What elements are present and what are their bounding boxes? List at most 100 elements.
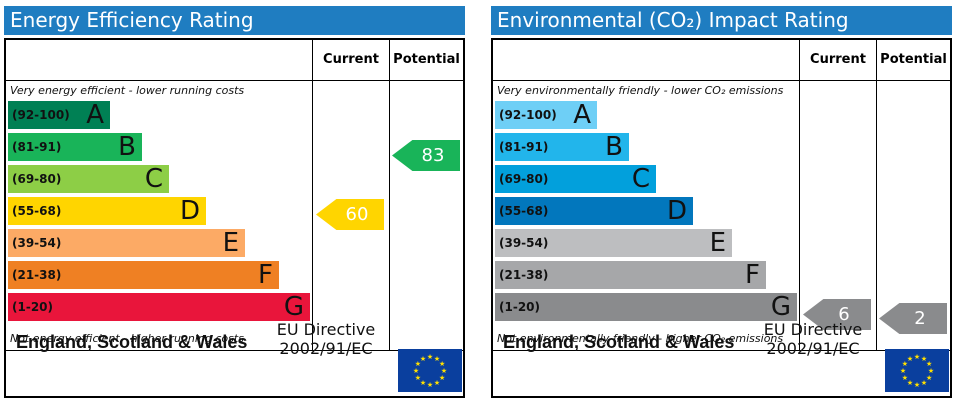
band-letter: C xyxy=(631,164,650,194)
band-letter: B xyxy=(605,132,623,162)
rating-band-d: (55-68) D xyxy=(8,197,206,225)
eu-star-icon: ★ xyxy=(441,367,447,375)
potential-rating-value: 2 xyxy=(914,308,926,329)
band-letter: F xyxy=(745,260,760,290)
band-range: (39-54) xyxy=(12,236,62,250)
eu-directive-line-1: EU Directive xyxy=(276,320,376,339)
eu-star-icon: ★ xyxy=(928,367,934,375)
column-divider xyxy=(799,40,800,350)
eu-star-icon: ★ xyxy=(921,355,927,363)
eu-directive-text: EU Directive 2002/91/EC xyxy=(753,320,873,358)
band-letter: A xyxy=(573,100,591,130)
energy-efficiency-panel: Energy Efficiency Rating Current Potenti… xyxy=(4,6,465,398)
eu-star-icon: ★ xyxy=(926,374,932,382)
current-rating-value: 6 xyxy=(838,304,850,325)
footer-divider xyxy=(6,350,463,351)
eu-star-icon: ★ xyxy=(907,355,913,363)
current-rating-arrow: 60 xyxy=(316,199,384,230)
eu-star-icon: ★ xyxy=(907,379,913,387)
potential-rating-arrow: 83 xyxy=(392,140,460,171)
footer-region-label: England, Scotland & Wales xyxy=(16,332,248,352)
eu-star-icon: ★ xyxy=(413,367,419,375)
potential-rating-value: 83 xyxy=(421,145,445,166)
eu-flag-icon: ★ ★ ★ ★ ★ ★ ★ ★ ★ ★ ★ ★ xyxy=(885,349,949,392)
potential-column-header: Potential xyxy=(880,52,947,67)
band-range: (92-100) xyxy=(499,108,557,122)
bottom-efficiency-note: Not energy efficient - higher running co… xyxy=(10,332,244,345)
band-letter: E xyxy=(222,228,239,258)
eu-flag-icon: ★ ★ ★ ★ ★ ★ ★ ★ ★ ★ ★ ★ xyxy=(398,349,462,392)
rating-band-f: (21-38) F xyxy=(495,261,766,289)
footer-region-label: England, Scotland & Wales xyxy=(503,332,735,352)
eu-star-icon: ★ xyxy=(902,360,908,368)
energy-rating-table: Current Potential Very energy efficient … xyxy=(4,38,465,398)
eu-directive-line-1: EU Directive xyxy=(763,320,863,339)
rating-band-d: (55-68) D xyxy=(495,197,693,225)
eu-star-icon: ★ xyxy=(439,360,445,368)
eu-directive-text: EU Directive 2002/91/EC xyxy=(266,320,386,358)
rating-band-e: (39-54) E xyxy=(495,229,732,257)
potential-column-header: Potential xyxy=(393,52,460,67)
band-range: (55-68) xyxy=(499,204,549,218)
top-efficiency-note: Very energy efficient - lower running co… xyxy=(10,84,245,97)
footer-divider xyxy=(493,350,950,351)
band-range: (81-91) xyxy=(12,140,62,154)
band-letter: C xyxy=(144,164,163,194)
eu-star-icon: ★ xyxy=(902,374,908,382)
eu-directive-line-2: 2002/91/EC xyxy=(279,339,373,358)
environment-rating-table: Current Potential Very environmentally f… xyxy=(491,38,952,398)
column-divider xyxy=(312,40,313,350)
column-divider xyxy=(389,40,390,350)
header-divider xyxy=(493,80,950,81)
band-letter: G xyxy=(283,292,304,322)
eu-star-icon: ★ xyxy=(420,379,426,387)
current-column-header: Current xyxy=(810,52,866,67)
band-letter: G xyxy=(770,292,791,322)
band-range: (69-80) xyxy=(12,172,62,186)
environmental-impact-panel: Environmental (CO₂) Impact Rating Curren… xyxy=(491,6,952,398)
eu-star-icon: ★ xyxy=(439,374,445,382)
potential-rating-arrow: 2 xyxy=(879,303,947,334)
band-range: (21-38) xyxy=(12,268,62,282)
band-range: (55-68) xyxy=(12,204,62,218)
header-divider xyxy=(6,80,463,81)
eu-star-icon: ★ xyxy=(427,381,433,389)
eu-directive-line-2: 2002/91/EC xyxy=(766,339,860,358)
band-letter: E xyxy=(709,228,726,258)
eu-star-icon: ★ xyxy=(420,355,426,363)
band-range: (1-20) xyxy=(499,300,540,314)
rating-band-c: (69-80) C xyxy=(495,165,656,193)
energy-panel-title: Energy Efficiency Rating xyxy=(4,6,465,35)
band-letter: A xyxy=(86,100,104,130)
eu-star-icon: ★ xyxy=(427,353,433,361)
environment-panel-title: Environmental (CO₂) Impact Rating xyxy=(491,6,952,35)
bottom-impact-note: Not environmentally friendly - higher CO… xyxy=(497,332,784,345)
eu-star-icon: ★ xyxy=(434,355,440,363)
eu-star-icon: ★ xyxy=(415,374,421,382)
column-divider xyxy=(876,40,877,350)
eu-star-icon: ★ xyxy=(914,381,920,389)
rating-band-f: (21-38) F xyxy=(8,261,279,289)
band-range: (81-91) xyxy=(499,140,549,154)
rating-band-a: (92-100) A xyxy=(495,101,597,129)
rating-band-e: (39-54) E xyxy=(8,229,245,257)
band-letter: D xyxy=(666,196,687,226)
band-range: (39-54) xyxy=(499,236,549,250)
band-letter: B xyxy=(118,132,136,162)
rating-band-c: (69-80) C xyxy=(8,165,169,193)
top-impact-note: Very environmentally friendly - lower CO… xyxy=(497,84,784,97)
band-letter: F xyxy=(258,260,273,290)
band-range: (21-38) xyxy=(499,268,549,282)
eu-star-icon: ★ xyxy=(415,360,421,368)
band-letter: D xyxy=(179,196,200,226)
current-rating-value: 60 xyxy=(345,204,369,225)
rating-band-b: (81-91) B xyxy=(495,133,629,161)
rating-band-b: (81-91) B xyxy=(8,133,142,161)
rating-band-g: (1-20) G xyxy=(495,293,797,321)
eu-star-icon: ★ xyxy=(921,379,927,387)
current-column-header: Current xyxy=(323,52,379,67)
rating-band-a: (92-100) A xyxy=(8,101,110,129)
eu-star-icon: ★ xyxy=(914,353,920,361)
band-range: (92-100) xyxy=(12,108,70,122)
rating-band-g: (1-20) G xyxy=(8,293,310,321)
